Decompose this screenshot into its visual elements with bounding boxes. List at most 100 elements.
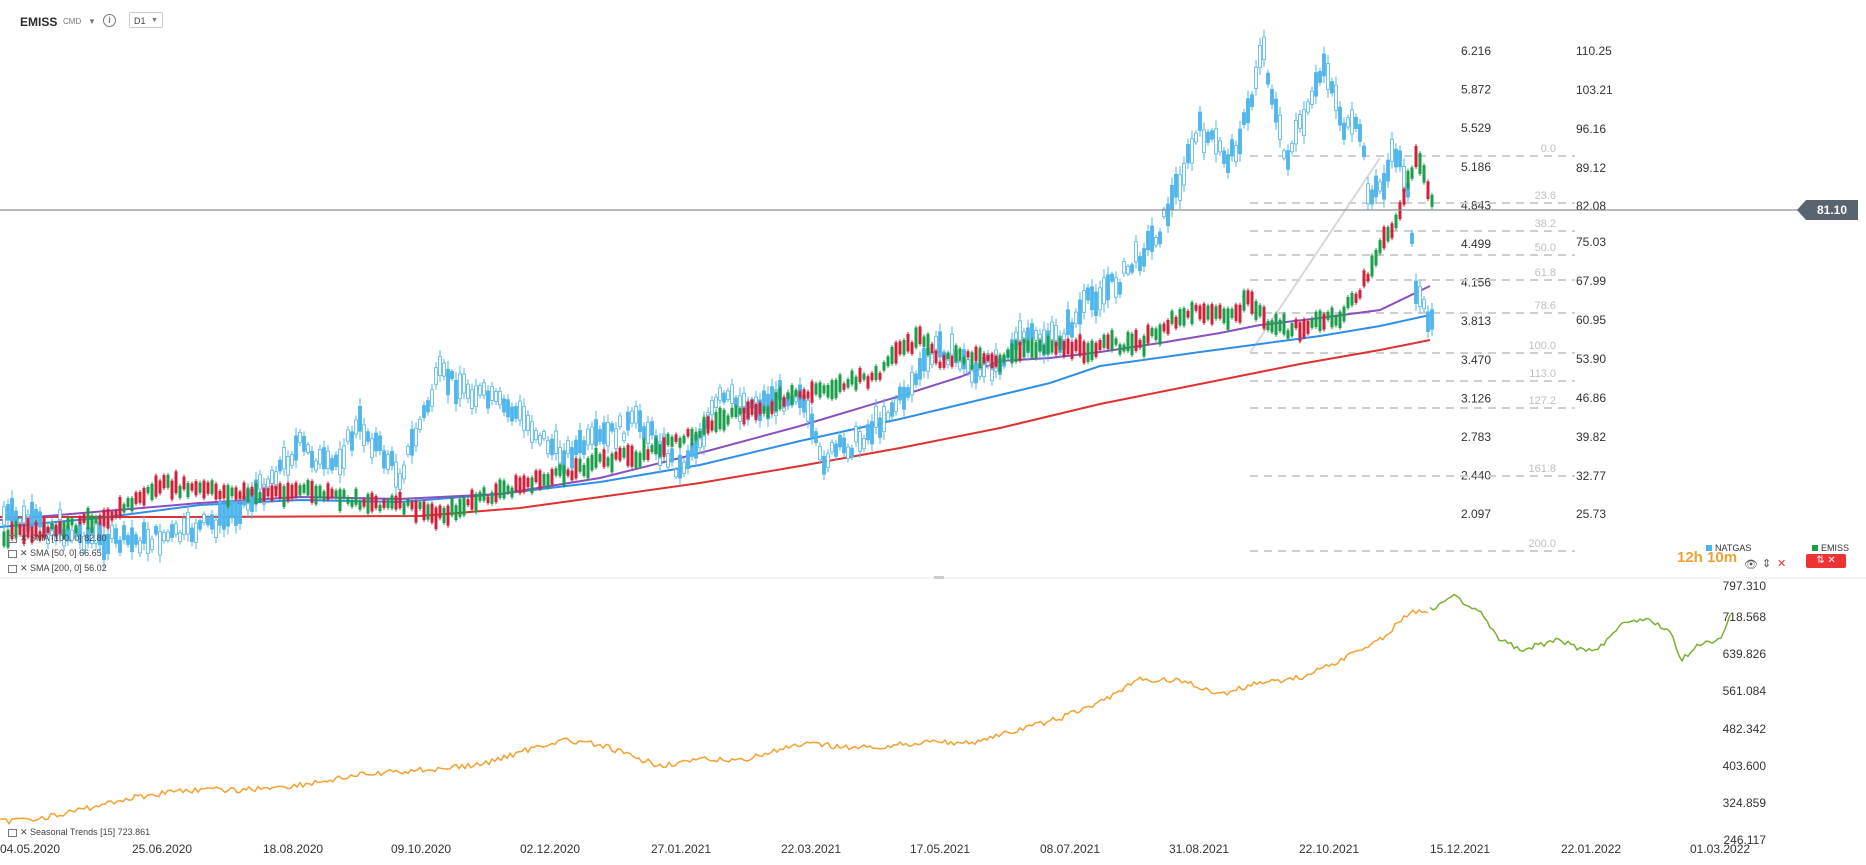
natgas-candle	[158, 531, 162, 556]
info-icon[interactable]: i	[103, 14, 116, 27]
close-icon[interactable]: ✕	[20, 563, 31, 573]
move-updown-icon[interactable]: ⇕	[1762, 558, 1772, 570]
emiss-candle	[1370, 255, 1374, 277]
natgas-candle	[458, 373, 462, 400]
close-icon[interactable]: ✕	[20, 533, 31, 543]
emiss-candle	[74, 525, 78, 534]
source-emiss[interactable]: EMISS	[1812, 543, 1849, 553]
emiss-candle	[494, 483, 498, 503]
emiss-candle	[342, 489, 346, 499]
natgas-candle	[686, 450, 690, 470]
emiss-candle	[1118, 344, 1122, 355]
emiss-candle	[642, 439, 646, 461]
natgas-candle	[270, 469, 274, 485]
emiss-candle	[578, 458, 582, 472]
natgas-candle	[510, 406, 514, 422]
emiss-candle	[854, 376, 858, 391]
fib-level-label: 78.6	[1535, 300, 1556, 312]
emiss-candle	[478, 492, 482, 501]
emiss-candle	[934, 350, 938, 364]
natgas-candle	[150, 538, 154, 550]
current-price-badge: 81.10	[1797, 200, 1858, 220]
emiss-candle	[134, 492, 138, 504]
natgas-candle	[906, 387, 910, 398]
emiss-candle	[290, 484, 294, 499]
natgas-candle	[1378, 181, 1382, 192]
natgas-candle	[1242, 112, 1246, 125]
right-axis-tick-label: 96.16	[1576, 122, 1606, 136]
emiss-candle	[26, 518, 30, 538]
emiss-candle	[86, 507, 90, 529]
emiss-candle	[302, 484, 306, 493]
indicator-seasonal-trends[interactable]: ✕ Seasonal Trends [15] 723.861	[8, 827, 150, 838]
natgas-candle	[822, 455, 826, 475]
natgas-candle	[1314, 72, 1318, 97]
indicator-sma-100[interactable]: ✕ SMA [100, 0] 82.80	[8, 533, 107, 544]
chevron-down-icon: ▼	[151, 17, 158, 24]
left-axis-tick-label: 3.126	[1461, 391, 1491, 405]
indicator-settings-icon[interactable]	[8, 549, 17, 558]
natgas-candle	[6, 504, 10, 521]
panel-resize-handle	[934, 576, 944, 579]
emiss-candle	[446, 505, 450, 526]
left-axis-tick-label: 2.097	[1461, 507, 1491, 521]
indicator-settings-icon[interactable]	[8, 564, 17, 573]
emiss-candle	[1138, 340, 1142, 348]
emiss-candle	[62, 522, 66, 538]
timeframe-select[interactable]: D1 ▼	[129, 12, 163, 28]
emiss-candle	[882, 362, 886, 371]
emiss-candle	[1426, 181, 1430, 200]
indicator-settings-icon[interactable]	[8, 534, 17, 543]
natgas-candle	[346, 429, 350, 442]
close-icon[interactable]: ✕	[1777, 558, 1787, 570]
emiss-candle	[926, 333, 930, 356]
natgas-candle	[1226, 154, 1230, 173]
emiss-candle	[818, 382, 822, 398]
close-icon[interactable]: ✕	[20, 548, 31, 558]
natgas-candle	[1206, 131, 1210, 143]
emiss-candle	[966, 351, 970, 358]
emiss-candle	[1358, 290, 1362, 299]
indicator-settings-icon[interactable]	[8, 828, 17, 837]
eye-icon[interactable]: 👁	[1744, 559, 1758, 571]
emiss-candle	[594, 447, 598, 468]
natgas-candle	[1294, 120, 1298, 145]
symbol-name[interactable]: EMISS	[20, 15, 58, 29]
emiss-candle	[906, 333, 910, 352]
indicator-sma-200[interactable]: ✕ SMA [200, 0] 56.02	[8, 563, 107, 574]
symbol-dropdown-icon[interactable]: ▼	[88, 17, 96, 26]
natgas-candle	[1326, 63, 1330, 90]
emiss-candle	[258, 492, 262, 502]
emiss-candle	[1254, 301, 1258, 320]
natgas-candle	[1270, 89, 1274, 105]
natgas-candle	[1250, 94, 1254, 107]
left-axis-tick-label: 3.470	[1461, 353, 1491, 367]
remove-series-button[interactable]: ⇅ ✕	[1806, 554, 1846, 568]
indicator-sma-50[interactable]: ✕ SMA [50, 0] 66.65	[8, 548, 102, 559]
emiss-candle	[1314, 311, 1318, 328]
natgas-candle	[1338, 106, 1342, 126]
natgas-candle	[218, 500, 222, 526]
emiss-candle	[414, 500, 418, 523]
right-axis-tick-label: 46.86	[1576, 391, 1606, 405]
emiss-candle	[506, 485, 510, 493]
natgas-candle	[386, 454, 390, 470]
natgas-candle	[1162, 208, 1166, 218]
emiss-candle	[1266, 320, 1270, 331]
emiss-candle	[830, 380, 834, 400]
close-icon[interactable]: ✕	[20, 827, 31, 837]
natgas-candle	[610, 423, 614, 432]
emiss-candle	[698, 430, 702, 438]
emiss-candle	[422, 501, 426, 521]
natgas-candle	[506, 399, 510, 418]
natgas-candle	[430, 389, 434, 407]
right-axis-tick-label: 39.82	[1576, 430, 1606, 444]
emiss-candle	[782, 396, 786, 407]
natgas-candle	[518, 400, 522, 421]
emiss-candle	[550, 469, 554, 485]
emiss-candle	[1330, 307, 1334, 328]
source-natgas[interactable]: NATGAS	[1706, 543, 1751, 553]
emiss-candle	[938, 361, 942, 368]
natgas-candle	[1186, 144, 1190, 164]
